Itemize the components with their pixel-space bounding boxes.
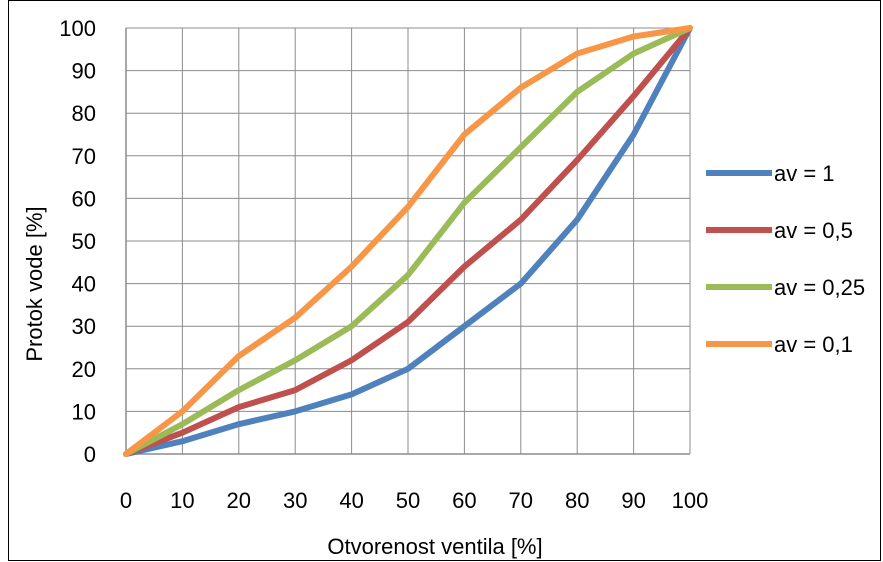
x-axis-ticks: 0 10 20 30 40 50 60 70 80 90 100 <box>120 488 708 513</box>
series-line-3 <box>123 25 693 457</box>
x-tick-label: 50 <box>396 488 420 513</box>
y-tick-label: 40 <box>72 272 96 297</box>
y-tick-label: 80 <box>72 101 96 126</box>
y-tick-label: 100 <box>59 16 96 41</box>
x-tick-label: 90 <box>621 488 645 513</box>
series-line-4 <box>123 25 693 457</box>
legend-label: av = 0,5 <box>774 218 853 243</box>
y-tick-label: 20 <box>72 357 96 382</box>
y-tick-label: 70 <box>72 144 96 169</box>
x-tick-label: 100 <box>672 488 709 513</box>
y-tick-label: 50 <box>72 229 96 254</box>
y-axis-ticks: 0 10 20 30 40 50 60 70 80 90 100 <box>59 16 96 467</box>
y-tick-label: 90 <box>72 59 96 84</box>
y-axis-title: Protok vode [%] <box>22 206 47 361</box>
x-tick-label: 60 <box>452 488 476 513</box>
x-tick-label: 30 <box>283 488 307 513</box>
series-line-1 <box>123 25 693 457</box>
legend-item: av = 1 <box>706 161 835 186</box>
legend-item: av = 0,25 <box>706 275 865 300</box>
legend: av = 1 av = 0,5 av = 0,25 av = 0,1 <box>706 161 865 357</box>
y-tick-label: 10 <box>72 399 96 424</box>
legend-label: av = 1 <box>774 161 835 186</box>
series-line-2 <box>123 25 693 457</box>
y-tick-label: 60 <box>72 186 96 211</box>
grid <box>125 27 691 455</box>
x-tick-label: 80 <box>565 488 589 513</box>
x-tick-label: 40 <box>339 488 363 513</box>
y-tick-label: 30 <box>72 314 96 339</box>
legend-label: av = 0,25 <box>774 275 865 300</box>
legend-label: av = 0,1 <box>774 332 853 357</box>
legend-item: av = 0,1 <box>706 332 853 357</box>
y-tick-label: 0 <box>84 442 96 467</box>
legend-item: av = 0,5 <box>706 218 853 243</box>
x-tick-label: 70 <box>509 488 533 513</box>
chart-frame <box>8 0 881 561</box>
x-tick-label: 20 <box>227 488 251 513</box>
x-axis-title: Otvorenost ventila [%] <box>327 534 542 559</box>
x-tick-label: 0 <box>120 488 132 513</box>
x-tick-label: 10 <box>170 488 194 513</box>
plot-series <box>123 25 693 457</box>
